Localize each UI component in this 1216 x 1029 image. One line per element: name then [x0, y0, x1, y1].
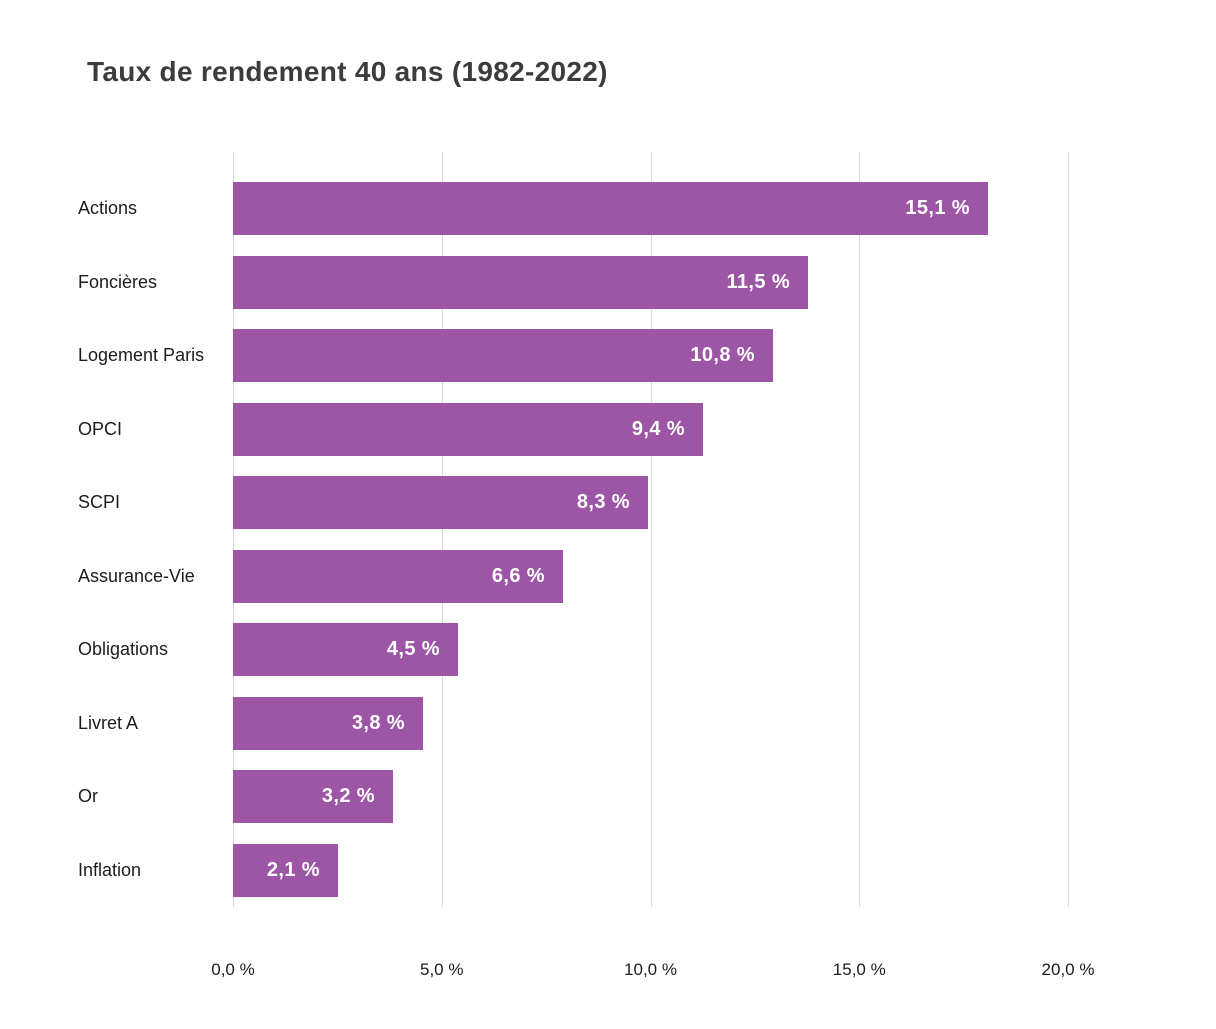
category-label: Assurance-Vie: [78, 565, 195, 586]
gridline: [859, 152, 861, 907]
chart-row: Logement Paris 10,8 %: [78, 319, 1068, 393]
chart-row: Or 3,2 %: [78, 760, 1068, 834]
value-label: 15,1 %: [905, 197, 970, 220]
gridline: [650, 152, 652, 907]
chart-row: Assurance-Vie 6,6 %: [78, 540, 1068, 614]
bar: 10,8 %: [233, 329, 773, 383]
bar: 11,5 %: [233, 255, 808, 309]
bar: 15,1 %: [233, 182, 988, 236]
bar: 6,6 %: [233, 549, 563, 603]
category-label: Logement Paris: [78, 345, 205, 366]
gridline: [1068, 152, 1069, 907]
category-label: Foncières: [78, 271, 158, 292]
chart-row: SCPI 8,3 %: [78, 466, 1068, 540]
category-label: Obligations: [78, 639, 169, 660]
bar: 3,2 %: [233, 770, 393, 824]
category-label: Actions: [78, 198, 138, 219]
bar: 2,1 %: [233, 843, 338, 897]
category-label: Inflation: [78, 859, 142, 880]
value-label: 4,5 %: [386, 638, 440, 661]
value-label: 10,8 %: [690, 344, 755, 367]
bar: 3,8 %: [233, 696, 423, 750]
value-label: 8,3 %: [576, 491, 630, 514]
value-label: 3,2 %: [321, 785, 375, 808]
bar: 8,3 %: [233, 476, 648, 530]
x-tick-label: 0,0 %: [211, 960, 255, 979]
value-label: 3,8 %: [351, 711, 405, 734]
chart-row: Obligations 4,5 %: [78, 613, 1068, 687]
chart-row: Actions 15,1 %: [78, 172, 1068, 246]
value-label: 9,4 %: [631, 417, 685, 440]
gridline: [233, 152, 234, 907]
plot-area: Actions 15,1 % Foncières 11,5 % Logement Par…: [78, 152, 1094, 979]
category-label: Livret A: [78, 712, 139, 733]
category-label: Or: [78, 786, 98, 807]
chart-row: Inflation 2,1 %: [78, 834, 1068, 908]
x-tick-label: 5,0 %: [420, 960, 464, 979]
x-tick-label: 10,0 %: [624, 960, 677, 979]
gridline: [441, 152, 443, 907]
chart-title: Taux de rendement 40 ans (1982-2022): [87, 56, 608, 87]
category-label: OPCI: [78, 418, 123, 439]
value-label: 2,1 %: [266, 858, 320, 881]
x-tick-label: 20,0 %: [1041, 960, 1095, 979]
chart-row: OPCI 9,4 %: [78, 393, 1068, 467]
chart-row: Foncières 11,5 %: [78, 246, 1068, 320]
bar: 9,4 %: [233, 402, 703, 456]
bar: 4,5 %: [233, 623, 458, 677]
chart-row: Livret A 3,8 %: [78, 687, 1068, 761]
value-label: 6,6 %: [491, 564, 545, 587]
bar-rows: Actions 15,1 % Foncières 11,5 % Logement Par…: [78, 172, 1068, 908]
x-axis-tick-labels: 0,0 % 5,0 % 10,0 % 15,0 % 20,0 %: [211, 960, 1094, 984]
value-label: 11,5 %: [726, 270, 790, 293]
category-label: SCPI: [78, 492, 121, 513]
x-tick-label: 15,0 %: [832, 960, 886, 979]
